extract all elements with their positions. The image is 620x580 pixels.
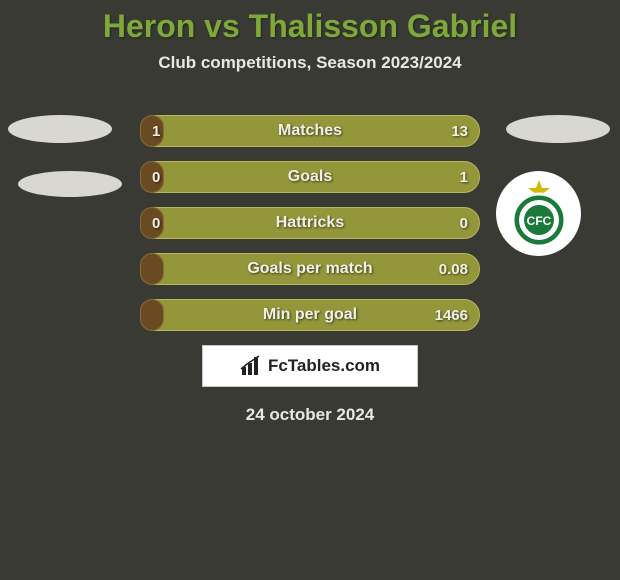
stat-row-goals-per-match: Goals per match 0.08 bbox=[140, 253, 480, 285]
stat-right-value: 1 bbox=[460, 161, 468, 193]
club-badge-icon: CFC bbox=[503, 178, 575, 250]
brand-text: FcTables.com bbox=[268, 356, 380, 376]
svg-text:CFC: CFC bbox=[526, 214, 551, 228]
player-left-avatar-placeholder-1 bbox=[8, 115, 112, 143]
footer-date: 24 october 2024 bbox=[0, 405, 620, 425]
stat-label: Matches bbox=[140, 115, 480, 147]
stat-row-goals: 0 Goals 1 bbox=[140, 161, 480, 193]
player-right-avatar-placeholder bbox=[506, 115, 610, 143]
stat-right-value: 13 bbox=[451, 115, 468, 147]
stat-right-value: 0 bbox=[460, 207, 468, 239]
page-title: Heron vs Thalisson Gabriel bbox=[0, 0, 620, 45]
bar-chart-icon bbox=[240, 355, 262, 377]
page-subtitle: Club competitions, Season 2023/2024 bbox=[0, 53, 620, 73]
club-logo-right: CFC bbox=[496, 171, 581, 256]
stat-right-value: 1466 bbox=[435, 299, 468, 331]
stat-label: Goals per match bbox=[140, 253, 480, 285]
brand-box[interactable]: FcTables.com bbox=[202, 345, 418, 387]
stat-label: Min per goal bbox=[140, 299, 480, 331]
stat-right-value: 0.08 bbox=[439, 253, 468, 285]
player-left-avatar-placeholder-2 bbox=[18, 171, 122, 197]
stat-label: Goals bbox=[140, 161, 480, 193]
stat-row-hattricks: 0 Hattricks 0 bbox=[140, 207, 480, 239]
stats-area: CFC 1 Matches 13 0 Goals 1 0 Hattricks 0… bbox=[0, 115, 620, 331]
stat-row-matches: 1 Matches 13 bbox=[140, 115, 480, 147]
stat-row-min-per-goal: Min per goal 1466 bbox=[140, 299, 480, 331]
stat-label: Hattricks bbox=[140, 207, 480, 239]
